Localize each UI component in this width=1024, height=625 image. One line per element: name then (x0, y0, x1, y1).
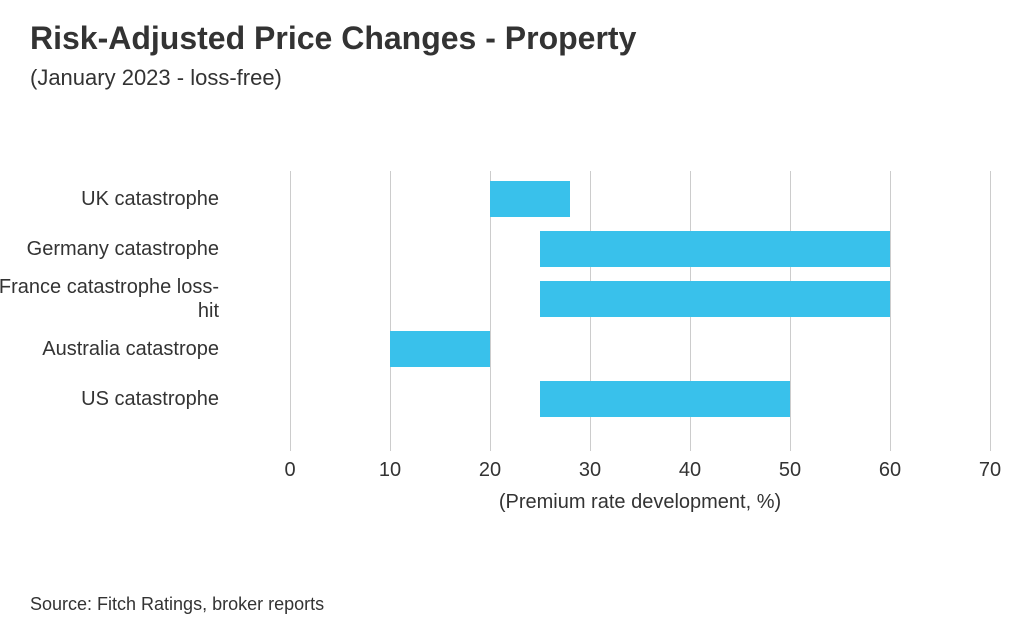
x-axis-label: (Premium rate development, %) (290, 491, 990, 514)
chart-container: UK catastropheGermany catastropheFrance … (30, 141, 994, 531)
y-axis-label: Germany catastrophe (0, 237, 219, 261)
y-axis-label: US catastrophe (0, 387, 219, 411)
x-tick-label: 10 (379, 459, 401, 482)
y-axis-label: UK catastrophe (0, 187, 219, 211)
gridline (290, 171, 291, 451)
bar (490, 181, 570, 217)
gridline (890, 171, 891, 451)
bar (540, 381, 790, 417)
y-axis-label: Australia catastrope (0, 337, 219, 361)
x-tick-label: 0 (284, 459, 295, 482)
x-tick-label: 60 (879, 459, 901, 482)
chart-title: Risk-Adjusted Price Changes - Property (30, 20, 994, 57)
source-text: Source: Fitch Ratings, broker reports (30, 594, 324, 615)
bar (540, 281, 890, 317)
x-tick-label: 40 (679, 459, 701, 482)
plot-area (290, 171, 990, 451)
x-tick-label: 70 (979, 459, 1001, 482)
chart-subtitle: (January 2023 - loss-free) (30, 65, 994, 91)
x-tick-label: 50 (779, 459, 801, 482)
gridline (390, 171, 391, 451)
bar (540, 231, 890, 267)
x-tick-label: 20 (479, 459, 501, 482)
x-tick-label: 30 (579, 459, 601, 482)
gridline (990, 171, 991, 451)
bar (390, 331, 490, 367)
y-axis-label: France catastrophe loss-hit (0, 275, 219, 323)
